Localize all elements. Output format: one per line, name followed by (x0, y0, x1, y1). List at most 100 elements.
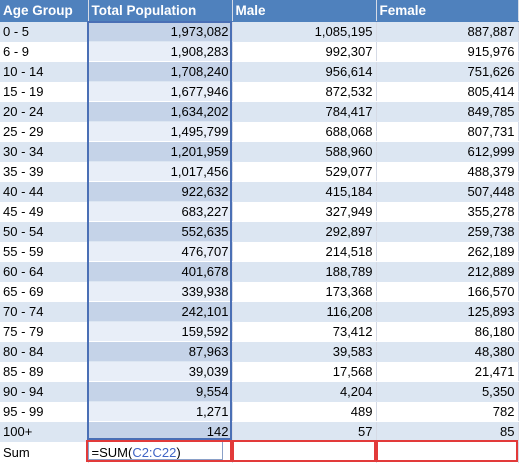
formula-suffix: ) (176, 444, 181, 460)
cell-female[interactable]: 887,887 (376, 21, 519, 42)
cell-age-group[interactable]: 80 - 84 (0, 341, 89, 362)
cell-male[interactable]: 116,208 (232, 301, 377, 322)
cell-female[interactable]: 262,189 (376, 241, 519, 262)
cell-male[interactable]: 489 (232, 401, 377, 422)
cell-age-group[interactable]: 65 - 69 (0, 281, 89, 302)
cell-age-group[interactable]: 0 - 5 (0, 21, 89, 42)
cell-age-group[interactable]: 40 - 44 (0, 181, 89, 202)
cell-male[interactable]: 872,532 (232, 81, 377, 102)
cell-total-population[interactable]: 39,039 (88, 361, 233, 382)
cell-male[interactable]: 73,412 (232, 321, 377, 342)
cell-age-group[interactable]: 25 - 29 (0, 121, 89, 142)
cell-age-group[interactable]: 15 - 19 (0, 81, 89, 102)
cell-male[interactable]: 292,897 (232, 221, 377, 242)
cell-male[interactable]: 1,085,195 (232, 21, 377, 42)
header-age-group[interactable]: Age Group (0, 0, 89, 22)
cell-male[interactable]: 57 (232, 421, 377, 442)
cell-female[interactable]: 21,471 (376, 361, 519, 382)
cell-male[interactable]: 4,204 (232, 381, 377, 402)
cell-total-population[interactable]: 1,201,959 (88, 141, 233, 162)
cell-total-population[interactable]: 1,495,799 (88, 121, 233, 142)
formula-prefix: =SUM( (91, 444, 133, 460)
cell-male[interactable]: 529,077 (232, 161, 377, 182)
cell-female[interactable]: 751,626 (376, 61, 519, 82)
cell-total-population[interactable]: 1,708,240 (88, 61, 233, 82)
cell-total-population[interactable]: 242,101 (88, 301, 233, 322)
cell-male[interactable]: 688,068 (232, 121, 377, 142)
cell-age-group[interactable]: 60 - 64 (0, 261, 89, 282)
sum-formula-cell[interactable]: =SUM(C2:C22) (88, 440, 233, 464)
cell-age-group[interactable]: 35 - 39 (0, 161, 89, 182)
cell-female[interactable]: 48,380 (376, 341, 519, 362)
cell-male[interactable]: 214,518 (232, 241, 377, 262)
cell-male[interactable]: 415,184 (232, 181, 377, 202)
cell-total-population[interactable]: 87,963 (88, 341, 233, 362)
cell-female[interactable]: 85 (376, 421, 519, 442)
cell-male[interactable]: 173,368 (232, 281, 377, 302)
cell-female[interactable]: 915,976 (376, 41, 519, 62)
sum-male-cell[interactable] (232, 440, 377, 464)
table-row: 20 - 24 1,634,202 784,417 849,785 (0, 101, 519, 122)
cell-total-population[interactable]: 9,554 (88, 381, 233, 402)
cell-total-population[interactable]: 1,908,283 (88, 41, 233, 62)
formula-range-reference: C2:C22 (132, 444, 177, 460)
header-female[interactable]: Female (376, 0, 519, 22)
cell-total-population[interactable]: 1,271 (88, 401, 233, 422)
cell-total-population[interactable]: 159,592 (88, 321, 233, 342)
table-row: 15 - 19 1,677,946 872,532 805,414 (0, 81, 519, 102)
cell-female[interactable]: 355,278 (376, 201, 519, 222)
cell-age-group[interactable]: 50 - 54 (0, 221, 89, 242)
cell-male[interactable]: 956,614 (232, 61, 377, 82)
cell-total-population[interactable]: 339,938 (88, 281, 233, 302)
cell-male[interactable]: 588,960 (232, 141, 377, 162)
cell-female[interactable]: 807,731 (376, 121, 519, 142)
cell-male[interactable]: 17,568 (232, 361, 377, 382)
cell-male[interactable]: 992,307 (232, 41, 377, 62)
cell-female[interactable]: 849,785 (376, 101, 519, 122)
cell-male[interactable]: 188,789 (232, 261, 377, 282)
cell-total-population[interactable]: 1,634,202 (88, 101, 233, 122)
cell-age-group[interactable]: 10 - 14 (0, 61, 89, 82)
sum-label[interactable]: Sum (0, 440, 89, 464)
cell-age-group[interactable]: 45 - 49 (0, 201, 89, 222)
table-row: 80 - 84 87,963 39,583 48,380 (0, 341, 519, 362)
table-row: 50 - 54 552,635 292,897 259,738 (0, 221, 519, 242)
cell-age-group[interactable]: 6 - 9 (0, 41, 89, 62)
header-total-population[interactable]: Total Population (88, 0, 233, 22)
cell-age-group[interactable]: 75 - 79 (0, 321, 89, 342)
table-row: 95 - 99 1,271 489 782 (0, 401, 519, 422)
cell-female[interactable]: 86,180 (376, 321, 519, 342)
cell-total-population[interactable]: 142 (88, 421, 233, 442)
cell-female[interactable]: 612,999 (376, 141, 519, 162)
cell-male[interactable]: 327,949 (232, 201, 377, 222)
cell-female[interactable]: 125,893 (376, 301, 519, 322)
cell-total-population[interactable]: 552,635 (88, 221, 233, 242)
cell-female[interactable]: 488,379 (376, 161, 519, 182)
cell-male[interactable]: 39,583 (232, 341, 377, 362)
cell-female[interactable]: 212,889 (376, 261, 519, 282)
cell-female[interactable]: 805,414 (376, 81, 519, 102)
cell-age-group[interactable]: 90 - 94 (0, 381, 89, 402)
cell-total-population[interactable]: 1,017,456 (88, 161, 233, 182)
cell-female[interactable]: 5,350 (376, 381, 519, 402)
cell-total-population[interactable]: 401,678 (88, 261, 233, 282)
cell-age-group[interactable]: 100+ (0, 421, 89, 442)
cell-age-group[interactable]: 85 - 89 (0, 361, 89, 382)
cell-age-group[interactable]: 55 - 59 (0, 241, 89, 262)
cell-female[interactable]: 166,570 (376, 281, 519, 302)
cell-total-population[interactable]: 1,973,082 (88, 21, 233, 42)
cell-male[interactable]: 784,417 (232, 101, 377, 122)
cell-female[interactable]: 782 (376, 401, 519, 422)
cell-total-population[interactable]: 476,707 (88, 241, 233, 262)
cell-female[interactable]: 259,738 (376, 221, 519, 242)
cell-age-group[interactable]: 70 - 74 (0, 301, 89, 322)
sum-female-cell[interactable] (376, 440, 519, 464)
cell-total-population[interactable]: 683,227 (88, 201, 233, 222)
cell-age-group[interactable]: 20 - 24 (0, 101, 89, 122)
cell-total-population[interactable]: 1,677,946 (88, 81, 233, 102)
cell-age-group[interactable]: 95 - 99 (0, 401, 89, 422)
cell-age-group[interactable]: 30 - 34 (0, 141, 89, 162)
cell-female[interactable]: 507,448 (376, 181, 519, 202)
header-male[interactable]: Male (232, 0, 377, 22)
cell-total-population[interactable]: 922,632 (88, 181, 233, 202)
